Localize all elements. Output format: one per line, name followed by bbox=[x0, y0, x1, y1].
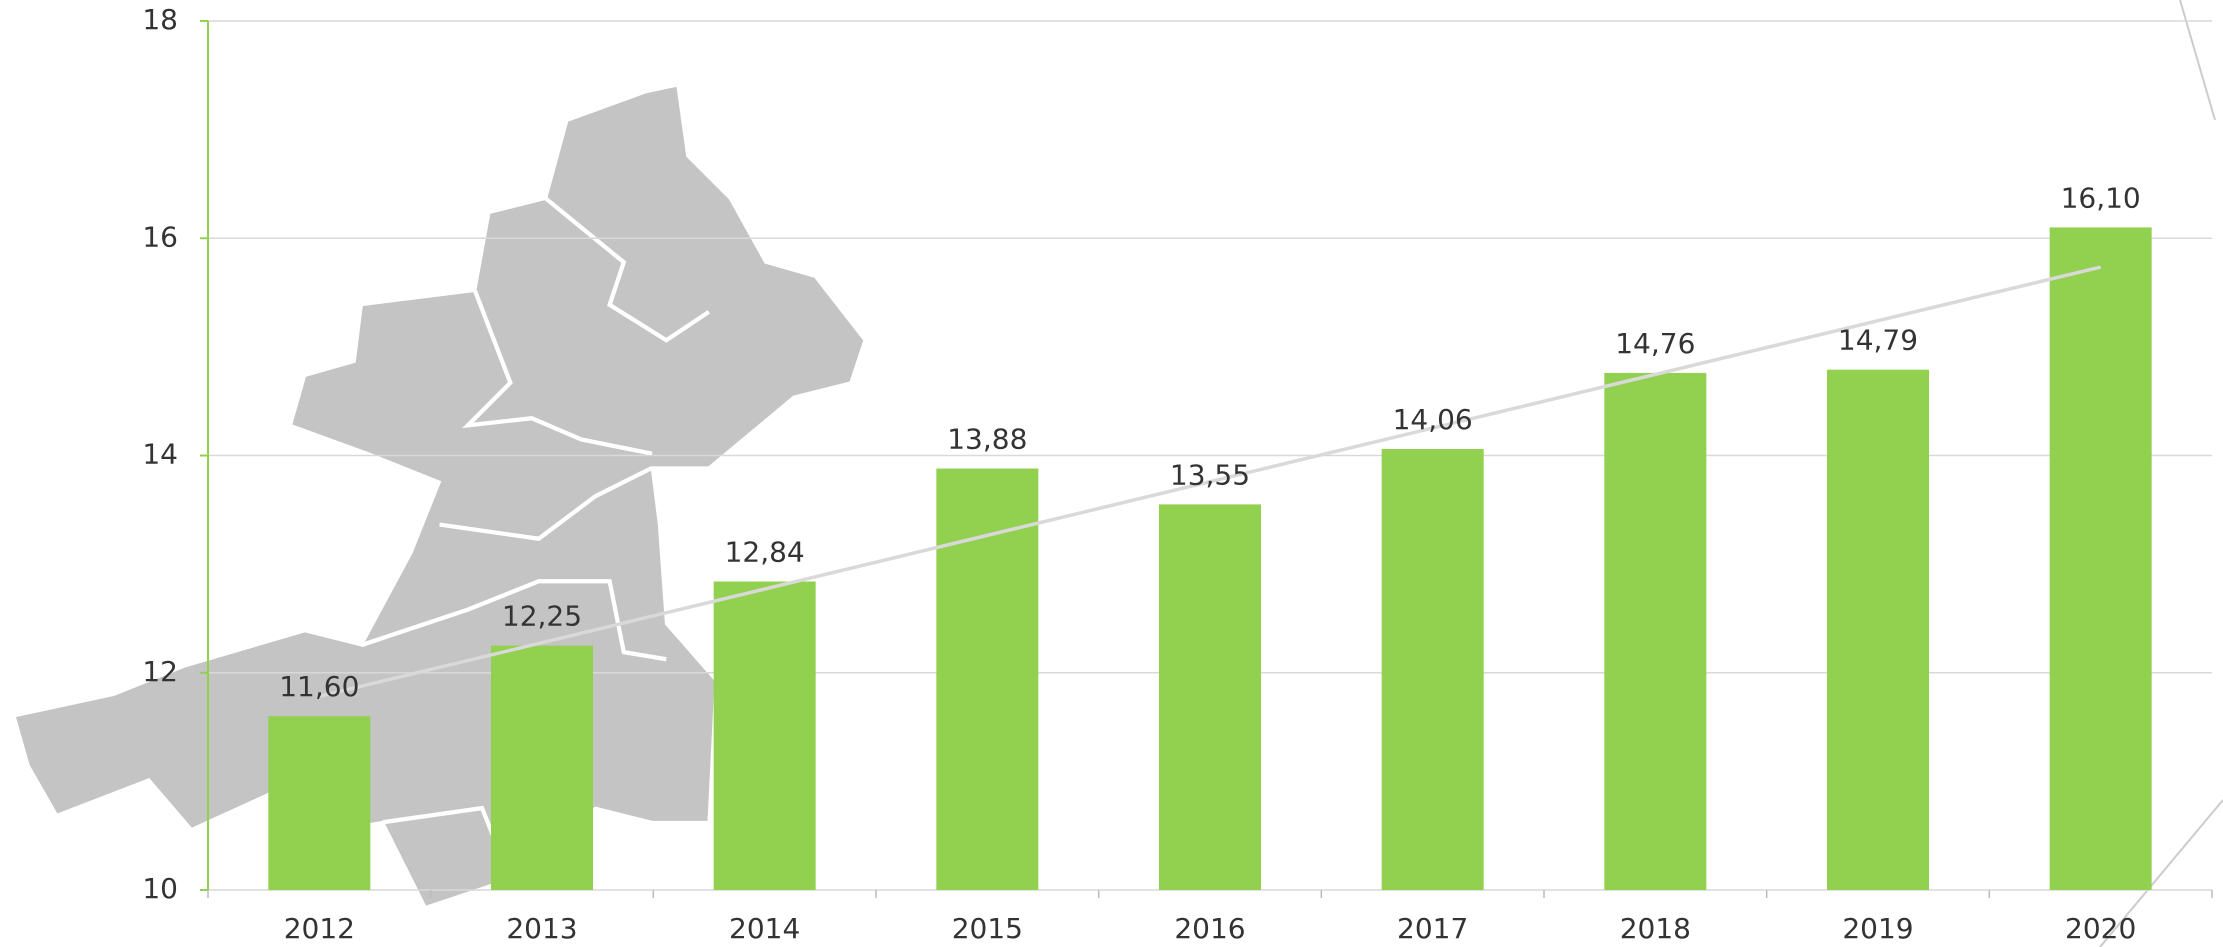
y-tick-label: 18 bbox=[142, 3, 178, 36]
data-label: 16,10 bbox=[2061, 181, 2141, 214]
y-tick-label: 14 bbox=[142, 438, 178, 471]
bar bbox=[1604, 372, 1707, 890]
x-tick-label: 2018 bbox=[1620, 912, 1691, 945]
bar bbox=[2049, 227, 2152, 890]
x-tick-label: 2015 bbox=[952, 912, 1023, 945]
data-label: 12,25 bbox=[502, 600, 582, 633]
y-tick-label: 12 bbox=[142, 655, 178, 688]
y-tick-label: 10 bbox=[142, 872, 178, 905]
data-label: 11,60 bbox=[279, 670, 359, 703]
decoration bbox=[2099, 0, 2223, 947]
data-label: 13,55 bbox=[1170, 458, 1250, 491]
bar bbox=[936, 468, 1039, 890]
bar bbox=[1381, 448, 1484, 890]
bar bbox=[491, 645, 593, 890]
data-label: 14,76 bbox=[1615, 327, 1695, 360]
bar bbox=[268, 716, 371, 890]
x-tick-label: 2013 bbox=[506, 912, 577, 945]
x-tick-label: 2012 bbox=[284, 912, 355, 945]
data-label: 14,79 bbox=[1838, 324, 1918, 357]
data-label: 12,84 bbox=[725, 536, 805, 569]
y-tick-label: 16 bbox=[142, 220, 178, 253]
x-tick-label: 2017 bbox=[1397, 912, 1468, 945]
bar bbox=[713, 581, 816, 890]
trend-line bbox=[318, 265, 2102, 699]
x-tick-label: 2014 bbox=[729, 912, 800, 945]
x-tick-label: 2016 bbox=[1174, 912, 1245, 945]
x-tick-label: 2019 bbox=[1842, 912, 1913, 945]
data-label: 13,88 bbox=[947, 423, 1027, 456]
x-tick-label: 2020 bbox=[2065, 912, 2136, 945]
map-background bbox=[12, 83, 867, 910]
bar bbox=[1827, 369, 1929, 890]
data-label: 14,06 bbox=[1393, 403, 1473, 436]
bar bbox=[1159, 504, 1261, 890]
